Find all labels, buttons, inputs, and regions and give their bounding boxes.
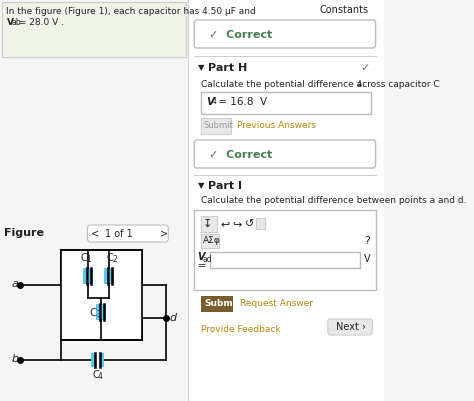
Bar bbox=[83, 268, 87, 284]
Bar bbox=[201, 296, 233, 312]
Text: V: V bbox=[206, 97, 214, 107]
Text: 1 of 1: 1 of 1 bbox=[105, 229, 133, 239]
Text: d: d bbox=[169, 313, 176, 323]
Text: 4: 4 bbox=[98, 372, 103, 381]
Bar bbox=[210, 252, 360, 268]
FancyBboxPatch shape bbox=[87, 225, 168, 242]
Text: Calculate the potential difference across capacitor C: Calculate the potential difference acros… bbox=[201, 80, 439, 89]
Text: 2: 2 bbox=[112, 255, 117, 264]
Text: ↪: ↪ bbox=[232, 219, 242, 229]
Text: ✓: ✓ bbox=[360, 63, 370, 73]
Text: Request Answer: Request Answer bbox=[239, 299, 312, 308]
Text: Next ›: Next › bbox=[336, 322, 366, 332]
Text: V: V bbox=[7, 18, 13, 27]
Text: C: C bbox=[80, 253, 87, 263]
Text: b: b bbox=[11, 354, 18, 364]
Text: ✓  Correct: ✓ Correct bbox=[209, 30, 272, 40]
Text: ↧: ↧ bbox=[203, 219, 212, 229]
Bar bbox=[194, 210, 375, 290]
Text: <: < bbox=[91, 229, 100, 239]
Text: ✓  Correct: ✓ Correct bbox=[209, 150, 272, 160]
Bar bbox=[102, 304, 106, 320]
Bar bbox=[256, 218, 265, 229]
Bar bbox=[201, 234, 219, 248]
Bar bbox=[1, 2, 186, 57]
Bar bbox=[201, 118, 231, 134]
Text: ↺: ↺ bbox=[245, 219, 254, 229]
Text: >: > bbox=[160, 229, 168, 239]
Text: 1: 1 bbox=[86, 255, 91, 264]
Text: Submit: Submit bbox=[204, 121, 234, 130]
Text: a: a bbox=[11, 279, 18, 289]
Text: ▼: ▼ bbox=[198, 181, 204, 190]
Text: In the figure (Figure 1), each capacitor has 4.50 μF and: In the figure (Figure 1), each capacitor… bbox=[7, 7, 256, 16]
Text: V: V bbox=[198, 252, 205, 262]
Bar bbox=[96, 304, 100, 320]
FancyBboxPatch shape bbox=[194, 20, 375, 48]
Bar bbox=[188, 0, 383, 401]
Text: Calculate the potential difference between points a and d.: Calculate the potential difference betwe… bbox=[201, 196, 466, 205]
Text: 3: 3 bbox=[96, 310, 101, 319]
Bar bbox=[89, 268, 93, 284]
Bar bbox=[110, 268, 114, 284]
Text: Part I: Part I bbox=[208, 181, 242, 191]
Text: Previous Answers: Previous Answers bbox=[237, 121, 316, 130]
Text: = 28.0 V .: = 28.0 V . bbox=[16, 18, 64, 27]
Text: ?: ? bbox=[364, 236, 370, 246]
Text: ad: ad bbox=[202, 255, 212, 264]
Text: ↩: ↩ bbox=[221, 219, 230, 229]
Text: ▼: ▼ bbox=[198, 63, 204, 72]
Text: Part H: Part H bbox=[208, 63, 247, 73]
Bar bbox=[100, 353, 104, 367]
Bar bbox=[91, 353, 95, 367]
FancyBboxPatch shape bbox=[328, 319, 372, 335]
Text: =: = bbox=[198, 261, 206, 271]
Text: .: . bbox=[359, 80, 362, 89]
Bar bbox=[201, 216, 217, 232]
Text: 4: 4 bbox=[211, 97, 216, 106]
Text: Submit: Submit bbox=[205, 299, 241, 308]
Text: C: C bbox=[90, 308, 97, 318]
Text: C: C bbox=[92, 370, 99, 380]
Text: AΣφ: AΣφ bbox=[203, 236, 221, 245]
Text: ab: ab bbox=[11, 18, 21, 27]
Text: Constants: Constants bbox=[319, 5, 369, 15]
Text: = 16.8  V: = 16.8 V bbox=[215, 97, 267, 107]
Text: Figure: Figure bbox=[4, 228, 44, 238]
Text: Provide Feedback: Provide Feedback bbox=[201, 325, 280, 334]
Bar bbox=[201, 92, 371, 114]
Text: 4: 4 bbox=[356, 80, 361, 89]
Text: V: V bbox=[364, 254, 371, 264]
FancyBboxPatch shape bbox=[194, 140, 375, 168]
Bar bbox=[61, 250, 142, 340]
Bar bbox=[104, 268, 109, 284]
Text: C: C bbox=[107, 253, 114, 263]
